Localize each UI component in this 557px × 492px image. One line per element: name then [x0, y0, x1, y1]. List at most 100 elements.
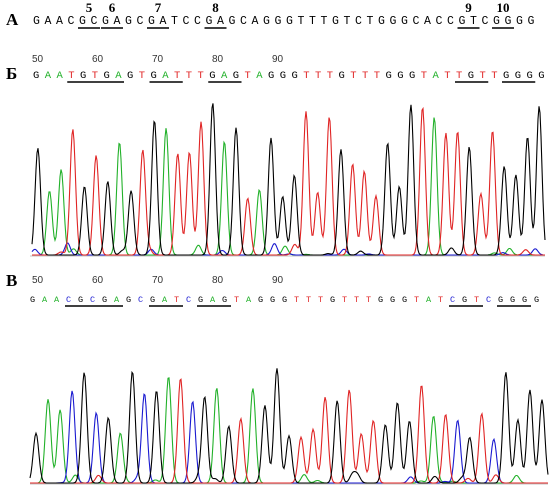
base-call: G	[330, 295, 335, 305]
panel-a-base: G	[275, 15, 282, 28]
panel-a-base: G	[206, 15, 213, 28]
position-label: 70	[152, 54, 164, 65]
base-call: A	[162, 295, 168, 305]
panel-a-site-number: 10	[497, 0, 510, 15]
base-call: A	[45, 70, 52, 82]
base-call: G	[222, 295, 227, 305]
panel-a-base: A	[114, 15, 121, 28]
panel-a-base: G	[79, 15, 86, 28]
panel-a-base: G	[378, 15, 385, 28]
panel-a-base: G	[459, 15, 466, 28]
base-call: C	[138, 295, 143, 305]
panel-a-base: T	[309, 15, 316, 28]
panel-a-base: T	[470, 15, 477, 28]
panel-a-base: G	[516, 15, 523, 28]
position-label: 90	[272, 275, 284, 286]
trace-g	[29, 368, 549, 484]
panel-a-base: C	[240, 15, 247, 28]
panel-a-site-number: 5	[86, 0, 93, 15]
base-call: C	[90, 295, 95, 305]
base-call: C	[486, 295, 491, 305]
base-call: T	[174, 70, 180, 82]
panel-c-chromatogram	[29, 368, 549, 484]
panel-a-base: T	[298, 15, 305, 28]
panel-a-base: G	[33, 15, 40, 28]
base-call: G	[538, 70, 544, 82]
panel-a-base: A	[252, 15, 259, 28]
base-call: T	[139, 70, 145, 82]
panel-a-base: G	[125, 15, 132, 28]
base-call: G	[268, 70, 274, 82]
base-call: T	[294, 295, 299, 305]
base-call: G	[126, 295, 131, 305]
panel-a-label: А	[6, 10, 19, 29]
base-call: G	[104, 70, 110, 82]
panel-a-base: G	[229, 15, 236, 28]
panel-b-label: Б	[6, 64, 17, 83]
base-call: G	[397, 70, 403, 82]
panel-a-base: C	[68, 15, 75, 28]
base-call: T	[234, 295, 239, 305]
base-call: T	[354, 295, 359, 305]
base-call: T	[306, 295, 311, 305]
base-call: G	[468, 70, 474, 82]
trace-a	[30, 377, 548, 484]
base-call: T	[421, 70, 427, 82]
base-call: T	[362, 70, 368, 82]
trace-c	[31, 242, 545, 256]
panel-a-base: C	[194, 15, 201, 28]
panel-a-base: G	[493, 15, 500, 28]
base-call: T	[414, 295, 419, 305]
panel-c-positions: 50 60 70 80 90	[32, 275, 284, 286]
base-call: G	[339, 70, 345, 82]
panel-a-site-number: 8	[212, 0, 219, 15]
panel-a-base: A	[160, 15, 167, 28]
panel-a-base: A	[45, 15, 52, 28]
panel-a-base: G	[332, 15, 339, 28]
panel-a-base: G	[263, 15, 270, 28]
base-call: G	[233, 70, 239, 82]
panel-a-base: C	[447, 15, 454, 28]
base-call: G	[390, 295, 395, 305]
position-label: 50	[32, 275, 44, 286]
base-call: G	[522, 295, 527, 305]
base-call: G	[462, 295, 467, 305]
position-label: 50	[32, 54, 44, 65]
base-call: A	[221, 70, 228, 82]
base-call: A	[210, 295, 216, 305]
base-call: G	[127, 70, 133, 82]
base-call: T	[374, 70, 380, 82]
position-label: 80	[212, 54, 224, 65]
panel-a-base: G	[102, 15, 109, 28]
panel-a-base: A	[56, 15, 63, 28]
base-call: T	[318, 295, 323, 305]
position-label: 70	[152, 275, 164, 286]
position-label: 60	[92, 275, 104, 286]
panel-a-base: C	[137, 15, 144, 28]
base-call: G	[209, 70, 215, 82]
base-call: G	[386, 70, 392, 82]
base-call: T	[480, 70, 486, 82]
panel-a-base: C	[183, 15, 190, 28]
base-call: G	[270, 295, 275, 305]
panel-a-base: T	[344, 15, 351, 28]
base-call: G	[282, 295, 287, 305]
base-call: T	[438, 295, 443, 305]
base-call: G	[292, 70, 298, 82]
panel-a-base: A	[424, 15, 431, 28]
base-call: G	[402, 295, 407, 305]
panel-a-site-number: 7	[155, 0, 162, 15]
base-call: G	[409, 70, 415, 82]
panel-a-base: T	[367, 15, 374, 28]
panel-a-base: C	[482, 15, 489, 28]
base-call: T	[92, 70, 98, 82]
base-call: T	[68, 70, 74, 82]
panel-a-base: C	[436, 15, 443, 28]
